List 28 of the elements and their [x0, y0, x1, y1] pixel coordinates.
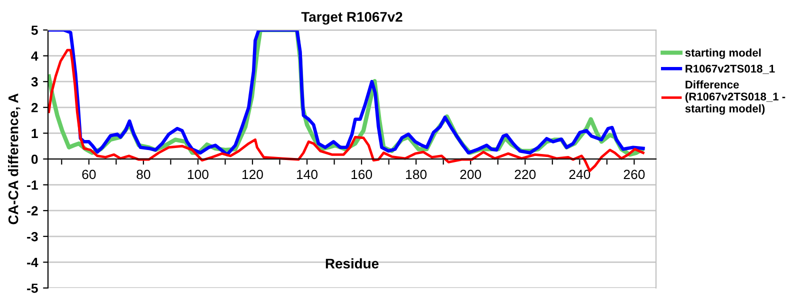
- y-tick-label: -4: [27, 258, 38, 267]
- x-tick-label: 100: [188, 170, 208, 180]
- x-tick-label: 260: [624, 170, 645, 180]
- x-tick-label: 240: [569, 170, 590, 180]
- x-tick-label: 120: [242, 170, 263, 180]
- y-tick-label: 0: [31, 154, 38, 164]
- y-tick-label: -2: [27, 206, 38, 216]
- legend-label: R1067v2TS018_1: [686, 64, 775, 74]
- y-axis-title: CA-CA difference, A: [8, 94, 20, 224]
- y-tick-label: -3: [27, 232, 38, 242]
- x-tick-label: 60: [82, 170, 96, 180]
- legend-label: starting model: [685, 48, 761, 59]
- x-tick-label: 180: [406, 170, 427, 180]
- legend-label: Difference (R1067v2TS018_1 - starting model): [685, 80, 786, 115]
- x-tick-label: 200: [460, 170, 482, 180]
- y-tick-label: 3: [31, 77, 38, 87]
- y-tick-label: -1: [27, 180, 38, 190]
- y-tick-label: 5: [31, 26, 38, 35]
- x-tick-label: 220: [514, 170, 536, 180]
- y-tick-label: 1: [32, 128, 38, 138]
- x-tick-label: 160: [352, 170, 372, 180]
- x-tick-label: 80: [136, 170, 150, 180]
- chart-title: Target R1067v2: [301, 12, 402, 25]
- y-tick-label: 4: [31, 52, 38, 61]
- x-tick-label: 140: [297, 170, 318, 180]
- y-tick-label: 2: [31, 102, 38, 112]
- y-tick-label: -5: [27, 284, 38, 293]
- x-axis-title: Residue: [326, 258, 379, 269]
